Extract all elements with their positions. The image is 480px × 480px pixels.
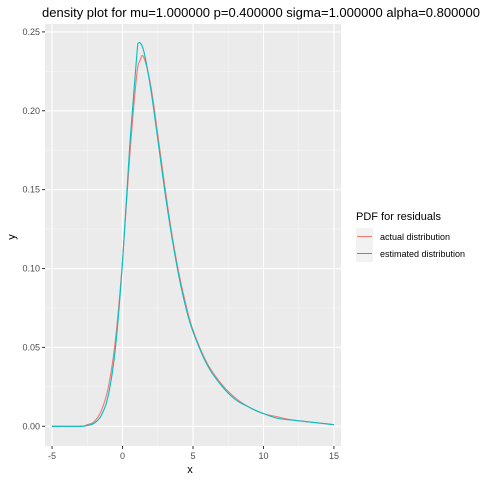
y-axis-label: y (6, 234, 18, 240)
gridlines (45, 24, 341, 446)
series-layer (52, 42, 335, 427)
x-axis-label: x (187, 464, 193, 476)
y-tick-label: 0.05 (22, 342, 40, 352)
legend: PDF for residuals actual distribution es… (356, 211, 465, 262)
y-tick-label: 0.00 (22, 421, 40, 431)
y-axis-ticks: 0.00 0.05 0.10 0.15 0.20 0.25 (22, 27, 45, 431)
y-tick-label: 0.20 (22, 106, 40, 116)
x-axis-ticks: -5 0 5 10 15 (48, 446, 339, 461)
x-tick-label: 10 (258, 451, 268, 461)
legend-label-actual: actual distribution (380, 232, 450, 242)
x-tick-label: -5 (48, 451, 56, 461)
chart-title: density plot for mu=1.000000 p=0.400000 … (42, 5, 480, 20)
x-tick-label: 15 (329, 451, 339, 461)
x-tick-label: 5 (190, 451, 195, 461)
x-tick-label: 0 (120, 451, 125, 461)
series-line-estimated (52, 42, 335, 427)
legend-label-estimated: estimated distribution (380, 249, 465, 259)
legend-title: PDF for residuals (356, 211, 441, 223)
y-tick-label: 0.15 (22, 185, 40, 195)
y-tick-label: 0.10 (22, 264, 40, 274)
y-tick-label: 0.25 (22, 27, 40, 37)
